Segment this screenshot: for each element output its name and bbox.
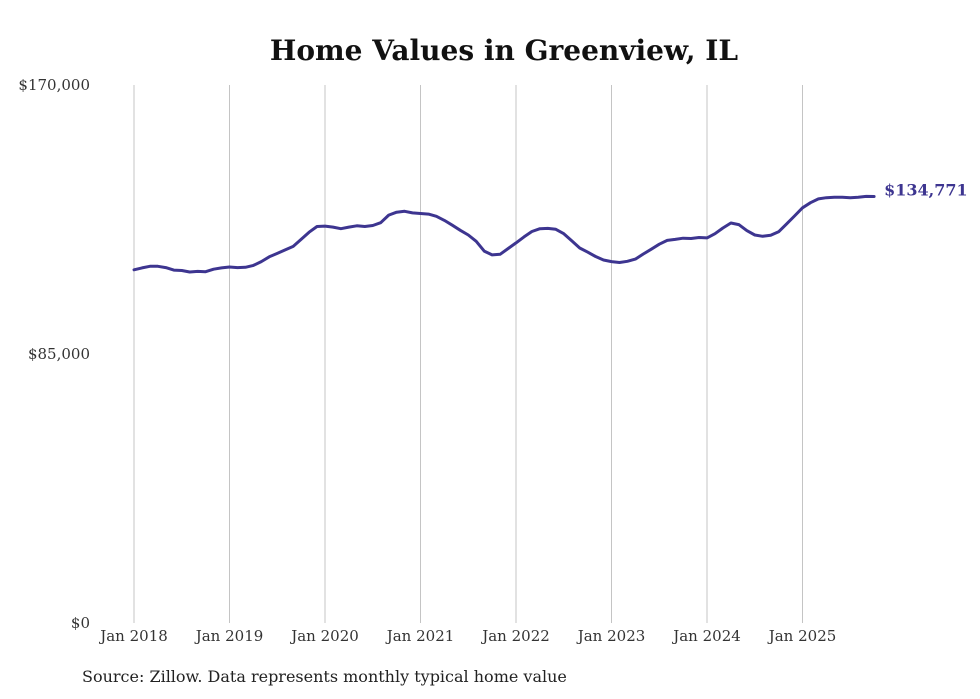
x-tick-label: Jan 2025 xyxy=(767,627,837,645)
series-line xyxy=(132,194,876,274)
y-axis-ticks: $0 $85,000 $170,000 xyxy=(18,76,90,632)
x-tick-label: Jan 2021 xyxy=(385,627,455,645)
x-axis-ticks: Jan 2018 Jan 2019 Jan 2020 Jan 2021 Jan 2022… xyxy=(98,627,836,645)
x-tick-label: Jan 2022 xyxy=(480,627,550,645)
gridlines xyxy=(133,85,803,623)
y-tick-label: $0 xyxy=(71,614,90,632)
series-layer: $134,771 xyxy=(132,180,968,274)
x-tick-label: Jan 2019 xyxy=(194,627,264,645)
x-tick-label: Jan 2018 xyxy=(98,627,168,645)
end-value-label: $134,771 xyxy=(884,180,968,199)
y-tick-label: $85,000 xyxy=(28,345,90,363)
x-tick-label: Jan 2020 xyxy=(289,627,359,645)
source-note: Source: Zillow. Data represents monthly … xyxy=(82,667,567,686)
x-tick-label: Jan 2024 xyxy=(671,627,741,645)
x-tick-label: Jan 2023 xyxy=(576,627,646,645)
y-tick-label: $170,000 xyxy=(18,76,90,94)
chart-title: Home Values in Greenview, IL xyxy=(270,34,738,67)
